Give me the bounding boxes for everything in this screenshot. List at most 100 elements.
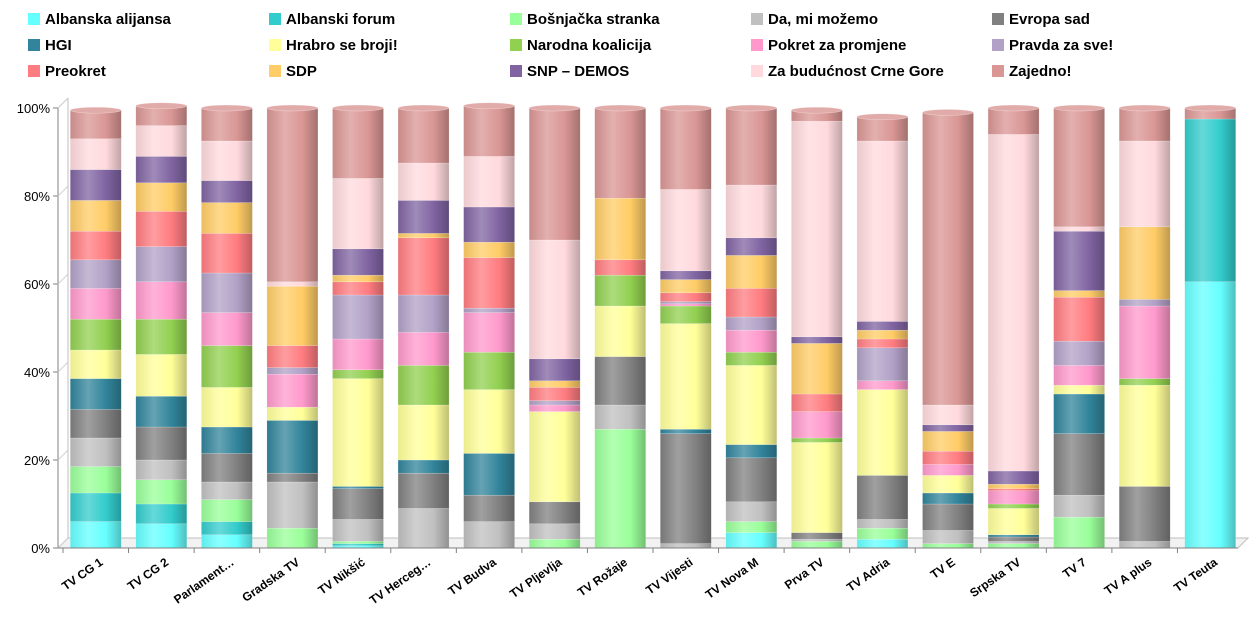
bar-segment-snp-demos [135,156,188,184]
bar-segment-zajedno [463,105,515,157]
bar-top-cap [135,102,188,110]
bar-segment-da-mi-mozemo [856,519,909,529]
bar-segment-bosnjacka-stranka [725,521,778,533]
bar-segment-snp-demos [856,321,909,331]
bar-tv-a-plus [1118,104,1171,549]
bar-segment-zajedno [660,107,712,190]
bar-segment-snp-demos [987,470,1040,485]
bar-segment-evropa-sad [135,426,188,461]
bar-segment-narodna-koalicija [791,437,843,443]
legend-swatch [992,65,1004,77]
bar-segment-albanska-alijansa [1184,281,1236,549]
bar-tv-adria [856,113,909,549]
bar-top-cap [332,104,384,112]
bar-segment-sdp [856,329,909,340]
bar-segment-pravda-za-sve [266,367,319,375]
bar-segment-evropa-sad [725,457,778,503]
bar-segment-za-buducnost-crne-gore [856,140,909,322]
bar-segment-da-mi-mozemo [332,519,384,542]
bar-segment-da-mi-mozemo [922,530,974,544]
bar-segment-sdp [135,182,188,212]
bar-segment-za-buducnost-crne-gore [1118,140,1171,228]
legend-item-za-buducnost-crne-gore: Za budućnost Crne Gore [751,63,944,80]
x-category-label: Prva TV [782,555,827,592]
bar-segment-albanska-alijansa [856,538,909,549]
bar-segment-evropa-sad [922,503,974,531]
bar-segment-za-buducnost-crne-gore [1053,226,1105,232]
bar-segment-preokret [594,259,646,276]
bar-segment-hrabro-se-broji [397,404,450,461]
x-category-label: TV Rožaje [575,555,630,600]
bar-segment-da-mi-mozemo [791,538,843,542]
bar-segment-narodna-koalicija [1118,378,1171,386]
bar-segment-pravda-za-sve [1118,299,1171,307]
bar-segment-da-mi-mozemo [1053,494,1105,518]
bar-tv-cg-1 [70,106,122,549]
bar-segment-hrabro-se-broji [1118,384,1171,487]
bar-segment-albanski-forum [1184,118,1236,283]
bar-tv-7 [1053,104,1105,549]
legend-label: Pravda za sve! [1009,37,1113,54]
bar-top-cap [1184,104,1236,112]
y-tick-label: 40% [24,365,50,380]
bar-segment-bosnjacka-stranka [856,527,909,540]
bar-segment-hgi [1053,393,1105,434]
legend-label: SDP [286,63,317,80]
bar-top-cap [1118,104,1171,112]
legend-swatch [28,65,40,77]
bar-segment-hrabro-se-broji [70,349,122,379]
bar-top-cap [201,104,253,112]
bar-segment-evropa-sad [791,532,843,540]
bar-tv-cg-2 [135,102,188,549]
bar-segment-za-buducnost-crne-gore [266,281,319,287]
bar-segment-bosnjacka-stranka [332,541,384,544]
bar-segment-albanska-alijansa [135,523,188,549]
legend-swatch [751,39,763,51]
bar-segment-bosnjacka-stranka [791,541,843,549]
bar-segment-evropa-sad [463,494,515,522]
bar-segment-evropa-sad [266,472,319,483]
bar-segment-snp-demos [725,237,778,256]
bar-segment-evropa-sad [1118,486,1171,542]
bar-top-cap [725,104,778,112]
bar-segment-za-buducnost-crne-gore [725,184,778,239]
legend-swatch [28,13,40,25]
bar-segment-da-mi-mozemo [266,481,319,529]
y-tick-label: 0% [31,541,50,556]
bar-segment-preokret [266,345,319,368]
bar-segment-za-buducnost-crne-gore [660,189,712,272]
y-tick-label: 60% [24,277,50,292]
bar-segment-hgi [463,453,515,496]
bar-segment-pokret-za-promjene [922,464,974,476]
bar-segment-pokret-za-promjene [1118,305,1171,379]
bar-segment-pravda-za-sve [332,294,384,340]
legend-item-pravda-za-sve: Pravda za sve! [992,37,1113,54]
bar-segment-bosnjacka-stranka [594,428,646,549]
bar-segment-hgi [725,444,778,459]
legend-label: SNP – DEMOS [527,63,629,80]
bar-segment-narodna-koalicija [201,345,253,388]
bar-segment-zajedno [856,116,909,142]
bar-segment-sdp [397,233,450,239]
bar-segment-sdp [791,343,843,395]
y-gridline-stub [57,449,69,461]
bar-tv-herceg [397,104,450,549]
bar-segment-pokret-za-promjene [463,312,515,353]
x-category-label: Srpska TV [967,555,1023,600]
legend-item-hrabro-se-broji: Hrabro se broji! [269,37,398,54]
bar-segment-zajedno [987,107,1040,135]
bar-segment-albanska-alijansa [725,532,778,549]
bar-segment-preokret [725,288,778,318]
bar-segment-za-buducnost-crne-gore [135,125,188,157]
bar-segment-pokret-za-promjene [332,338,384,371]
bar-segment-preokret [397,237,450,296]
bar-segment-za-buducnost-crne-gore [201,140,253,181]
bar-segment-snp-demos [528,358,581,382]
bar-segment-zajedno [266,107,319,283]
y-tick-label: 80% [24,189,50,204]
bar-top-cap [856,113,909,121]
bar-segment-preokret [922,450,974,465]
bar-segment-pokret-za-promjene [266,373,319,408]
bar-segment-preokret [660,292,712,302]
bar-segment-pravda-za-sve [1053,340,1105,366]
